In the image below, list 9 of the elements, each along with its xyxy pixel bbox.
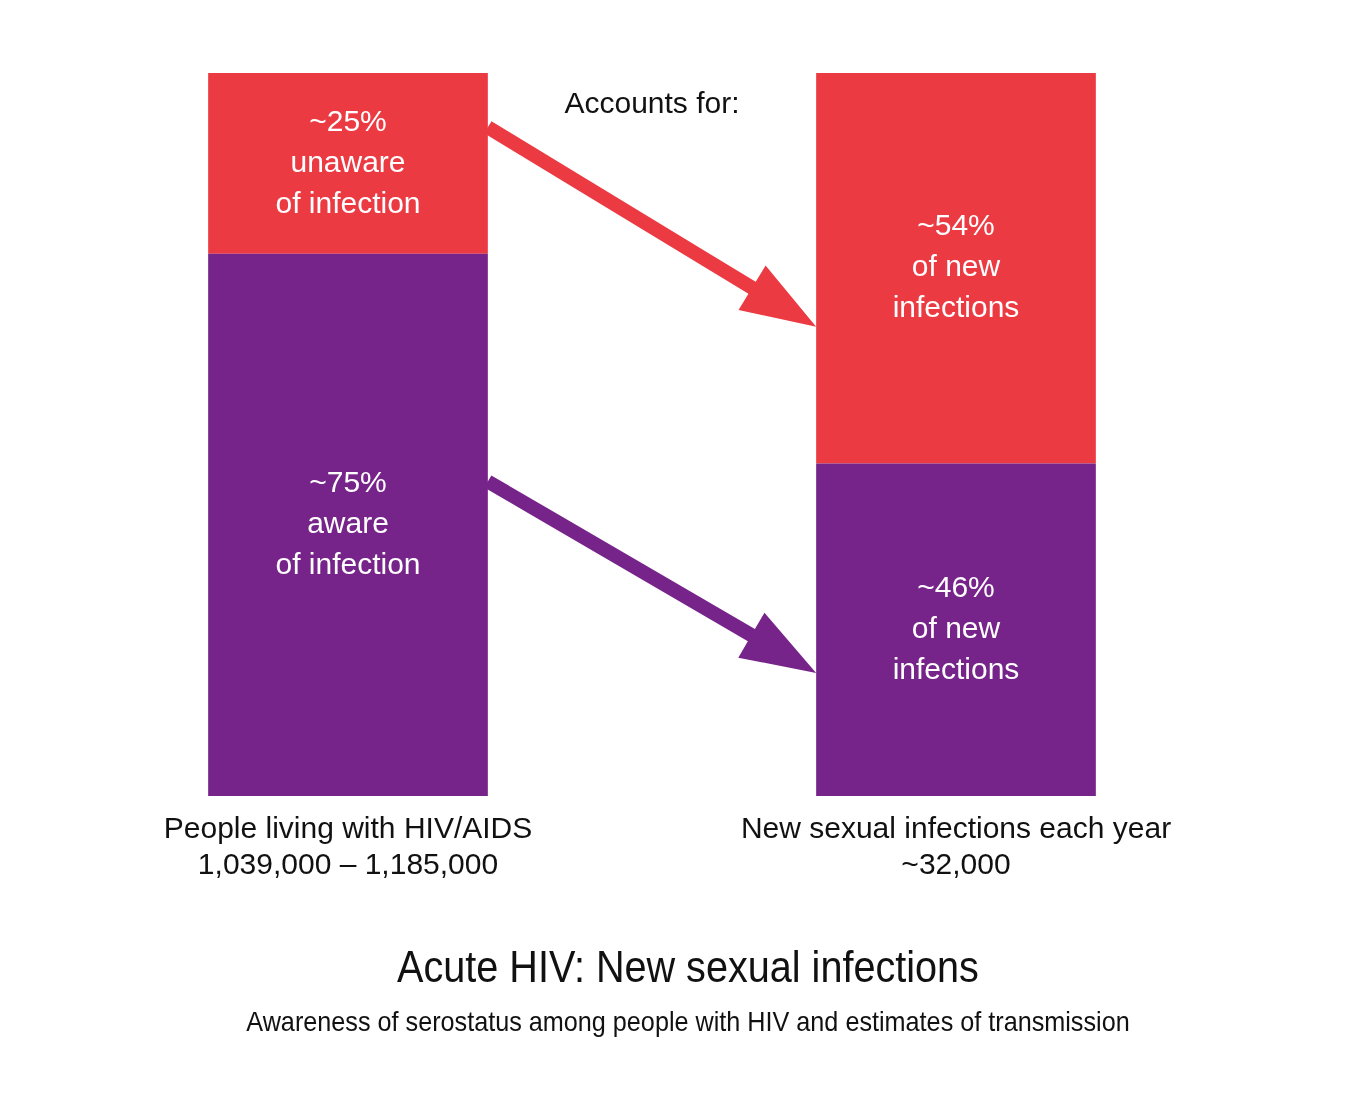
data-label: ~54% of new infections: [892, 208, 1020, 324]
data-label: ~46% of new infections: [892, 569, 1020, 685]
x-tick-label: New sexual infections each year ~32,000: [740, 811, 1172, 881]
data-label: ~75% aware of infection: [275, 465, 421, 581]
text: Acute HIV: New sexual infections: [396, 942, 980, 992]
annotation: Accounts for:: [564, 86, 740, 120]
x-tick-label: People living with HIV/AIDS 1,039,000 – 1,185,000: [163, 811, 533, 881]
data-label: ~25% unaware of infection: [275, 103, 421, 219]
text: Awareness of serostatus among people with HIV and estimates of transmission: [245, 1006, 1131, 1038]
